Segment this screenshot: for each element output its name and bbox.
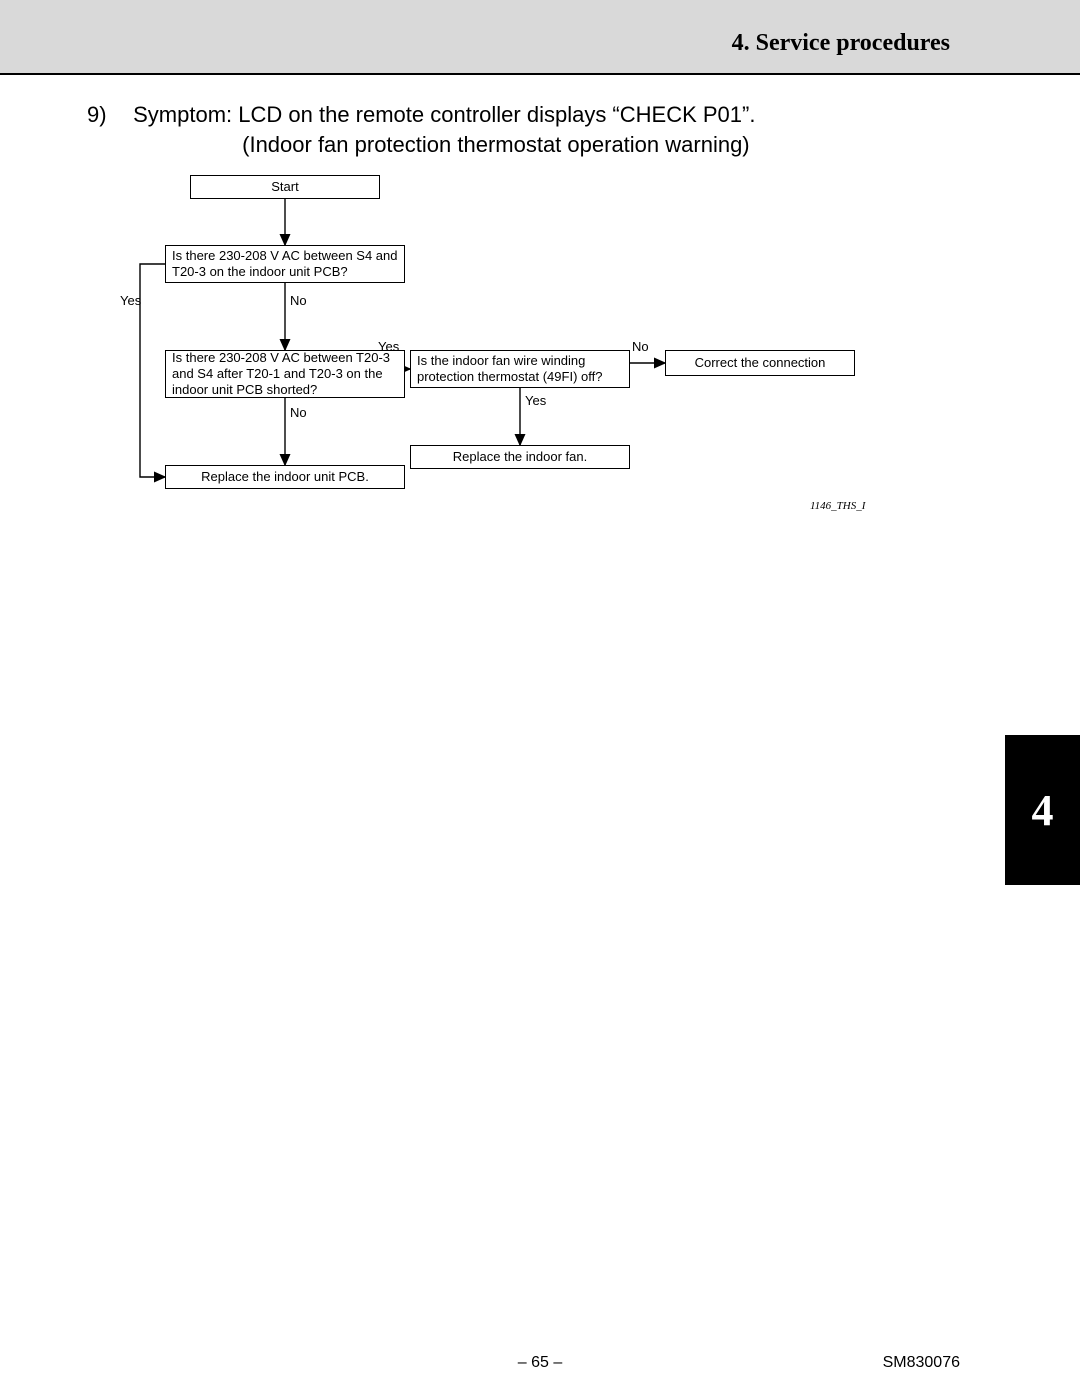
chapter-tab-label: 4 <box>1032 785 1054 836</box>
symptom-line1: Symptom: LCD on the remote controller di… <box>133 102 755 127</box>
symptom-text: Symptom: LCD on the remote controller di… <box>133 100 963 159</box>
node-q2: Is there 230-208 V AC between T20-3 and … <box>165 350 405 398</box>
flowchart: Start Is there 230-208 V AC between S4 a… <box>120 175 920 515</box>
edge-label: Yes <box>525 393 546 408</box>
symptom-number: 9) <box>87 100 127 130</box>
section-title: 4. Service procedures <box>732 30 950 57</box>
edge-label: No <box>290 405 307 420</box>
edge-label: No <box>290 293 307 308</box>
edge-label: Yes <box>378 339 399 354</box>
edge-label: Yes <box>120 293 141 308</box>
node-replace-pcb: Replace the indoor unit PCB. <box>165 465 405 489</box>
node-replace-fan: Replace the indoor fan. <box>410 445 630 469</box>
edge-label: No <box>632 339 649 354</box>
node-q3: Is the indoor fan wire winding protectio… <box>410 350 630 388</box>
document-code: SM830076 <box>883 1354 960 1372</box>
figure-reference: 1146_THS_I <box>810 500 865 512</box>
node-correct: Correct the connection <box>665 350 855 376</box>
symptom-line2: (Indoor fan protection thermostat operat… <box>133 132 750 157</box>
chapter-tab: 4 <box>1005 735 1080 885</box>
node-start: Start <box>190 175 380 199</box>
symptom-block: 9) Symptom: LCD on the remote controller… <box>87 100 987 159</box>
node-q1: Is there 230-208 V AC between S4 and T20… <box>165 245 405 283</box>
